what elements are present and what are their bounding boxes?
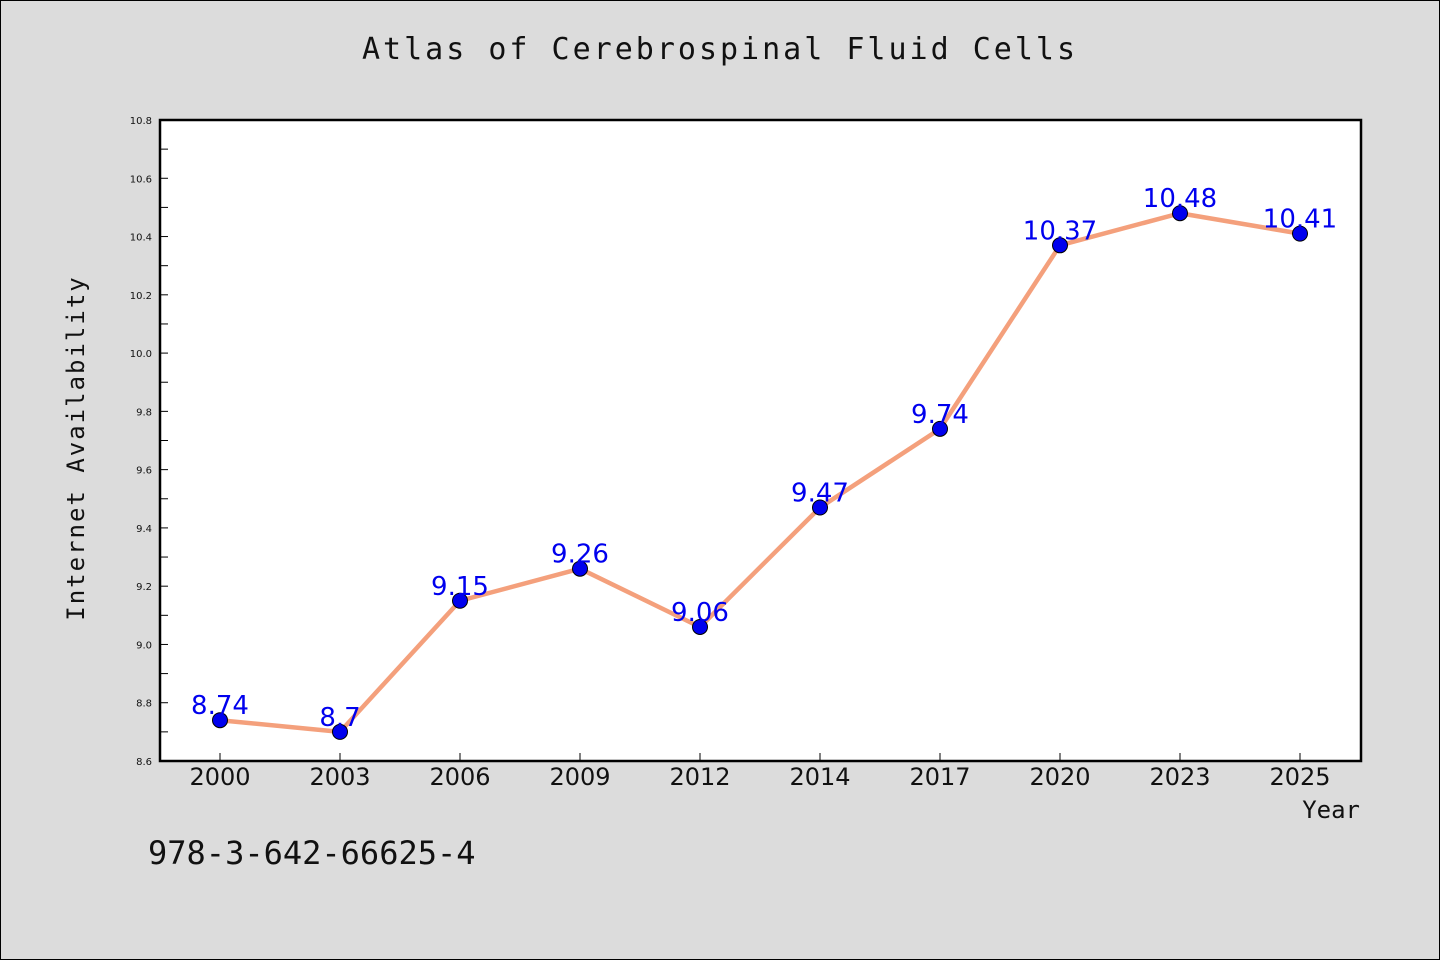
data-label: 8.7 bbox=[319, 703, 360, 733]
y-tick-label: 10.2 bbox=[130, 291, 152, 302]
y-tick-label: 8.8 bbox=[136, 699, 152, 710]
x-tick-label: 2006 bbox=[429, 763, 490, 791]
x-tick-label: 2025 bbox=[1269, 763, 1330, 791]
data-label: 10.48 bbox=[1143, 184, 1217, 214]
data-point bbox=[812, 499, 828, 516]
chart-title: Atlas of Cerebrospinal Fluid Cells bbox=[361, 32, 1079, 67]
x-tick-label: 2017 bbox=[909, 763, 970, 791]
y-tick-label: 9.2 bbox=[136, 582, 152, 593]
data-point bbox=[332, 723, 348, 740]
data-label: 10.37 bbox=[1023, 216, 1097, 246]
y-tick-label: 10.0 bbox=[130, 349, 152, 360]
data-point bbox=[692, 618, 708, 635]
data-label: 9.74 bbox=[911, 400, 969, 430]
data-label: 9.26 bbox=[551, 540, 609, 570]
y-tick-label: 9.8 bbox=[136, 407, 152, 418]
data-point bbox=[212, 712, 228, 729]
data-label: 10.41 bbox=[1263, 205, 1337, 235]
data-label: 8.74 bbox=[191, 691, 249, 721]
data-point bbox=[932, 420, 948, 437]
y-tick-label: 10.8 bbox=[130, 116, 152, 127]
series-line bbox=[219, 210, 1301, 735]
data-point bbox=[1172, 205, 1188, 222]
data-point bbox=[572, 560, 588, 577]
y-tick-label: 8.6 bbox=[136, 757, 152, 768]
y-tick-label: 10.6 bbox=[130, 174, 152, 185]
x-tick-label: 2000 bbox=[189, 763, 250, 791]
data-point bbox=[1292, 225, 1308, 242]
x-axis-label: Year bbox=[1302, 796, 1360, 824]
y-tick-label: 9.0 bbox=[136, 640, 152, 651]
x-tick-label: 2014 bbox=[789, 763, 850, 791]
data-label: 9.06 bbox=[671, 598, 729, 628]
plot-area bbox=[158, 118, 1363, 763]
x-tick-label: 2012 bbox=[669, 763, 730, 791]
y-tick-label: 10.4 bbox=[130, 233, 152, 244]
x-tick-label: 2020 bbox=[1029, 763, 1090, 791]
y-tick-label: 9.4 bbox=[136, 524, 152, 535]
x-tick-label: 2023 bbox=[1149, 763, 1210, 791]
data-label: 9.15 bbox=[431, 572, 489, 602]
data-point bbox=[1052, 237, 1068, 254]
data-point bbox=[452, 592, 468, 609]
x-tick-label: 2003 bbox=[309, 763, 370, 791]
data-label: 9.47 bbox=[791, 479, 849, 509]
y-tick-label: 9.6 bbox=[136, 466, 152, 477]
x-tick-label: 2009 bbox=[549, 763, 610, 791]
isbn-text: 978-3-642-66625-4 bbox=[148, 834, 476, 872]
